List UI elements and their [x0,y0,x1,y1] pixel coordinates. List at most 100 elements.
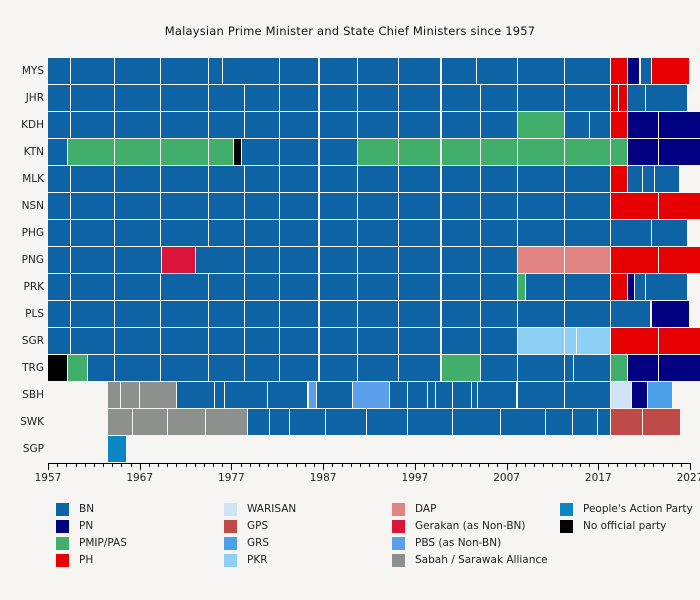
segment-prk-bn [245,274,280,300]
segment-kdh-bn [399,112,441,138]
segment-ktn-bn [242,139,279,165]
legend-item-ssa: Sabah / Sarawak Alliance [392,553,548,567]
segment-trg-bn [88,355,114,381]
segment-pls-bn [48,301,70,327]
minor-tick-1990 [350,464,352,467]
tick-label-1967: 1967 [126,472,154,484]
minor-tick-1995 [396,464,398,467]
segment-png-bn [195,247,245,273]
legend-label-ph: PH [79,554,94,566]
segment-trg-pn [658,355,700,381]
segment-mlk-bn [627,166,643,192]
minor-tick-2005 [488,464,490,467]
row-label-ktn: KTN [23,146,44,158]
row-label-png: PNG [21,254,44,266]
segment-ktn-pn [658,139,700,165]
segment-prk-ph [611,274,627,300]
minor-tick-1974 [203,464,205,467]
minor-tick-1964 [112,464,114,467]
segment-pls-bn [611,301,651,327]
segment-mlk-bn [319,166,357,192]
minor-tick-1982 [277,464,279,467]
segment-nsn-bn [517,193,565,219]
segment-sbh-grs [647,382,673,408]
segment-png-bn [441,247,480,273]
segment-mlk-bn [48,166,70,192]
segment-phg-bn [399,220,441,246]
segment-trg-bn [160,355,209,381]
minor-tick-2001 [451,464,453,467]
segment-nsn-bn [209,193,245,219]
minor-tick-2024 [662,464,664,467]
segment-jhr-ph [611,85,619,111]
segment-swk-gps [643,409,680,435]
segment-prk-bn [160,274,209,300]
legend-item-ph: PH [56,553,93,567]
segment-kdh-bn [590,112,611,138]
row-label-sgp: SGP [22,443,44,455]
segment-pls-bn [480,301,517,327]
segment-pls-bn [441,301,480,327]
segment-phg-bn [517,220,565,246]
segment-sbh-ssa [139,382,177,408]
segment-swk-bn [269,409,290,435]
legend-swatch-pbs [392,536,405,550]
segment-mys-bn [48,58,70,84]
segment-jhr-ph [619,85,627,111]
segment-sgr-pkr [517,328,565,354]
segment-kdh-bn [280,112,319,138]
segment-trg-bn [280,355,319,381]
legend-label-pkr: PKR [247,554,268,566]
segment-jhr-bn [517,85,565,111]
segment-png-bn [480,247,517,273]
segment-sgr-bn [70,328,114,354]
segment-phg-bn [70,220,114,246]
minor-tick-1978 [240,464,242,467]
segment-sbh-bn [214,382,224,408]
row-label-sgr: SGR [21,335,44,347]
legend-item-pbs: PBS (as Non-BN) [392,536,501,550]
minor-tick-1996 [405,464,407,467]
row-label-kdh: KDH [21,119,44,131]
segment-phg-bn [358,220,399,246]
segment-mys-ph [652,58,689,84]
segment-pls-bn [70,301,114,327]
legend-label-bn: BN [79,503,95,515]
major-tick-2027 [690,464,691,470]
segment-mys-bn [70,58,114,84]
legend-swatch-ph [56,553,69,567]
segment-trg-pas [441,355,480,381]
segment-prk-pn [627,274,634,300]
segment-prk-bn [280,274,319,300]
segment-nsn-bn [160,193,209,219]
minor-tick-1983 [286,464,288,467]
minor-tick-1972 [185,464,187,467]
minor-tick-1976 [222,464,224,467]
legend-label-ssa: Sabah / Sarawak Alliance [415,554,548,566]
segment-trg-bn [319,355,357,381]
segment-sgr-bn [209,328,245,354]
major-tick-1997 [414,464,416,470]
segment-png-bn [358,247,399,273]
major-tick-1967 [139,464,141,470]
segment-kdh-bn [115,112,160,138]
segment-sbh-pbs [308,382,316,408]
major-tick-2017 [598,464,600,470]
segment-swk-ssa [107,409,133,435]
segment-swk-bn [501,409,545,435]
segment-phg-bn [209,220,245,246]
segment-phg-bn [480,220,517,246]
legend-swatch-pas [56,536,69,550]
segment-png-bn [319,247,357,273]
minor-tick-1980 [258,464,260,467]
row-label-swk: SWK [20,416,44,428]
segment-png-bn [245,247,280,273]
segment-sbh-bn [478,382,517,408]
segment-pls-bn [160,301,209,327]
segment-mys-bn [223,58,280,84]
minor-tick-2008 [515,464,517,467]
major-tick-1977 [231,464,233,470]
legend-item-gps: GPS [224,519,268,533]
segment-sbh-bn [390,382,408,408]
segment-nsn-bn [70,193,114,219]
